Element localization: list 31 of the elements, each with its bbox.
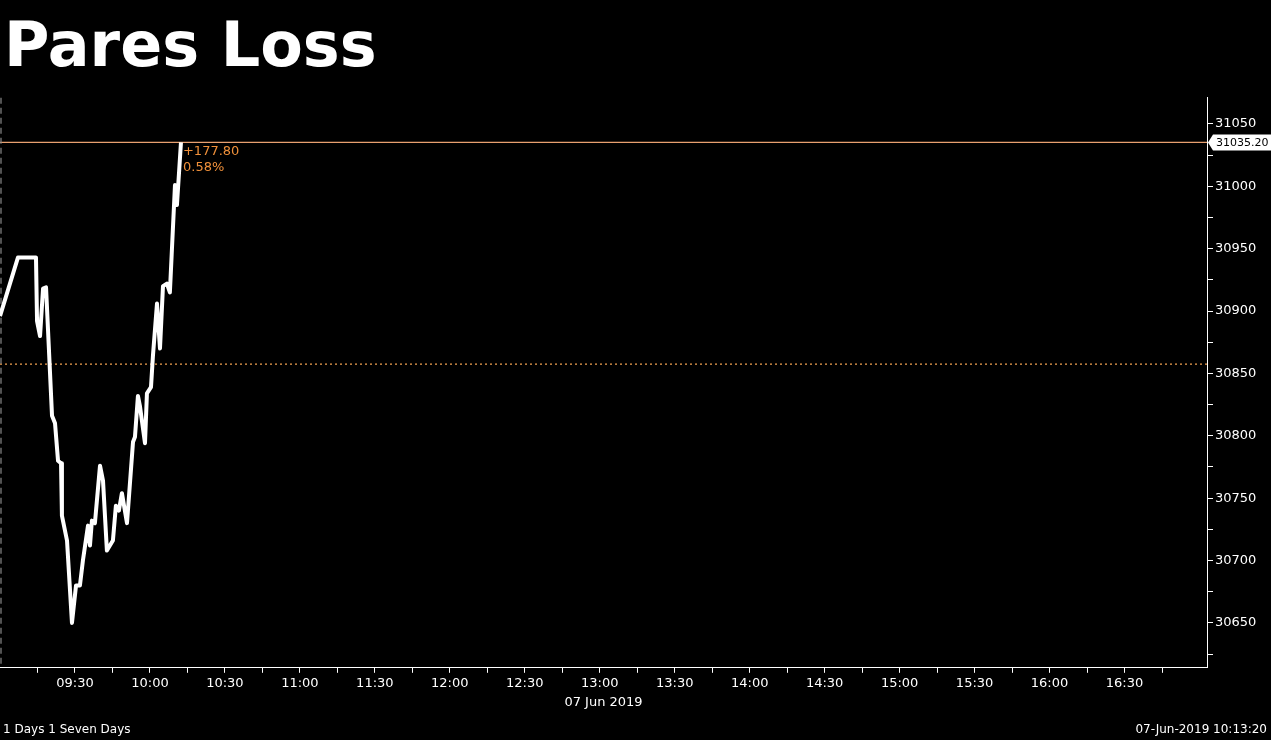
text: 07-Jun-2019 10:13:20 [1135, 722, 1267, 737]
x-tick-label: 15:30 [955, 674, 994, 690]
x-tick-label: 10:00 [131, 674, 169, 690]
y-tick-label: 30900 [1215, 302, 1257, 318]
text: 1 Days 1 Seven Days [3, 722, 131, 737]
x-tick-label: 15:00 [880, 674, 919, 690]
x-tick-label: 09:30 [56, 674, 94, 690]
x-tick-label: 11:00 [281, 674, 319, 690]
x-tick-label: 12:00 [431, 674, 469, 690]
ref-line-label: 31035.20 [1216, 136, 1269, 150]
annotation: +177.80 [182, 143, 240, 159]
x-tick-label: 16:00 [1030, 674, 1069, 690]
x-tick-label: 16:30 [1105, 674, 1144, 690]
y-tick-label: 31050 [1215, 115, 1257, 131]
x-tick-label: 14:00 [730, 674, 769, 690]
y-tick-label: 30700 [1215, 551, 1257, 567]
y-tick-label: 30650 [1215, 614, 1257, 630]
y-tick-label: 30750 [1215, 489, 1257, 505]
x-tick-label: 10:30 [206, 674, 244, 690]
x-tick-label: 11:30 [356, 674, 394, 690]
x-tick-label: 13:00 [581, 674, 619, 690]
y-tick-label: 30850 [1215, 364, 1257, 380]
x-axis-title: 07 Jun 2019 [564, 693, 643, 709]
annotation: 0.58% [182, 159, 225, 175]
x-tick-label: 12:30 [506, 674, 544, 690]
y-tick-label: 30800 [1215, 427, 1257, 443]
x-tick-label: 14:30 [805, 674, 844, 690]
y-tick-label: 30950 [1215, 240, 1257, 256]
chart-title: Pares Loss [4, 7, 377, 83]
x-tick-label: 13:30 [655, 674, 694, 690]
y-tick-label: 31000 [1215, 177, 1257, 193]
